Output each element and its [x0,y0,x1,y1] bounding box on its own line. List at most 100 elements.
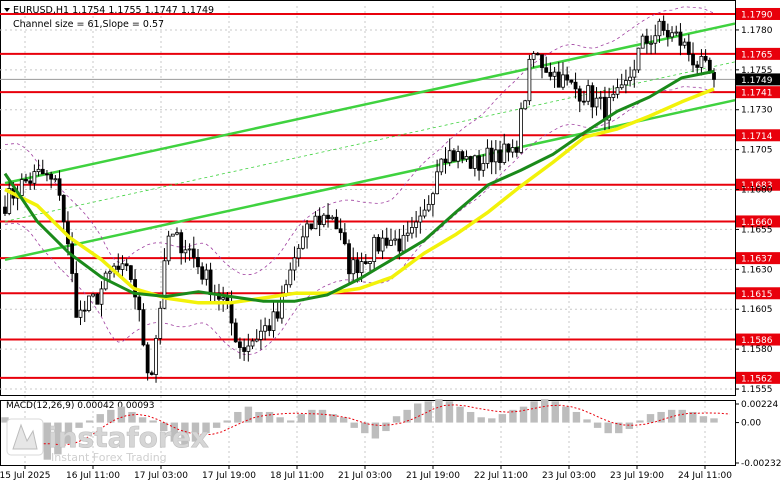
candle-body [498,149,502,163]
candle-body [472,155,477,169]
candle-body [179,232,184,254]
level-tag-label: 1.1683 [741,181,773,191]
candle-body [45,173,49,176]
level-tag-label: 1.1586 [741,336,773,346]
candle-body [288,269,293,286]
collapse-arrow-icon[interactable] [4,8,10,12]
level-tag-label: 1.1660 [741,218,773,228]
candle-body [200,266,205,280]
candle-body [208,269,213,296]
candle-body [569,79,574,83]
candle-body [548,71,553,77]
candle-body [590,85,595,108]
candle-body [519,108,523,153]
macd-histogram-bar [678,409,686,423]
candle-body [644,35,649,44]
candle-body [678,31,683,46]
candle-body [53,178,58,181]
moving-averages [3,69,715,305]
x-tick-label: 17 Jul 19:00 [202,471,256,481]
candle-body [82,309,87,312]
candle-body [300,236,305,249]
macd-histogram-bar [191,422,200,442]
candle-body [99,288,104,305]
current-price-tag [736,73,780,86]
candle-body [363,261,368,264]
macd-histogram-bar [689,411,697,423]
macd-histogram-bar [85,420,94,423]
candle-body [166,235,171,262]
macd-histogram-bar [604,422,612,434]
macd-histogram-bar [540,399,549,423]
candle-body [657,20,662,37]
candle-body [405,232,410,236]
candle-body [305,223,309,238]
candle-body [460,151,465,160]
candle-body [527,58,532,102]
candle-body [410,227,414,234]
candle-body [196,257,200,268]
symbol-ohlc-label: EURUSD,H1 1.1754 1.1755 1.1747 1.1749 [13,5,214,16]
macd-histogram-bar [202,422,210,434]
candle-body [137,296,142,311]
candle-body [544,67,549,73]
y-tick-label: 1.1755 [741,66,773,76]
bollinger-bands [4,6,715,355]
candle-body [120,263,125,270]
candle-body [628,76,632,81]
macd-histogram-bar [350,422,358,428]
candle-body [175,232,179,235]
candle-body [712,72,716,80]
macd-histogram-bar [107,409,115,423]
candle-body [493,149,498,163]
macd-histogram-bar [339,417,348,423]
macd-histogram-bar [223,420,231,423]
candle-body [577,88,582,102]
ma-slow-line [4,87,715,305]
candle-body [91,293,96,297]
level-tag-label: 1.1562 [741,374,773,384]
candle-body [640,35,645,49]
candle-body [355,259,360,274]
candle-body [170,233,175,237]
candle-body [439,158,444,173]
channel-mid-line [4,61,736,222]
candle-body [49,173,54,180]
level-tag [736,371,780,384]
candle-body [586,85,591,102]
candle-body [128,265,133,280]
candle-body [334,216,339,230]
candle-body [183,249,188,254]
candle-body [116,265,121,270]
macd-histogram-bar [456,406,464,423]
macd-histogram-bar [710,418,718,423]
macd-histogram-bar [75,422,83,428]
level-tag-label: 1.1637 [741,255,773,265]
macd-histogram-bar [413,403,422,423]
macd-histogram-bar [244,406,253,423]
candle-body [699,56,704,68]
macd-histogram-bar [488,418,496,423]
candle-body [623,80,628,86]
macd-histogram-bar [498,414,507,423]
x-tick-label: 21 Jul 03:00 [338,471,392,481]
macd-histogram-bar [170,422,179,442]
candle-body [384,237,389,246]
macd-histogram-bar [424,401,432,423]
macd-histogram-bar [160,422,168,432]
candle-body [187,248,192,251]
candle-body [506,143,511,153]
candle-body [552,71,557,77]
x-tick-label: 18 Jul 11:00 [270,471,324,481]
candle-body [87,295,91,311]
candle-body [682,41,687,46]
candle-body [447,150,452,164]
bollinger-upper [4,6,715,276]
candle-body [78,309,83,318]
level-tag [736,252,780,265]
grid [0,0,736,466]
price-axis: 1.17801.17551.17301.17051.16801.16551.16… [735,26,773,395]
macd-y-tick-label: -0.00232 [741,459,781,469]
candle-body [221,297,226,300]
